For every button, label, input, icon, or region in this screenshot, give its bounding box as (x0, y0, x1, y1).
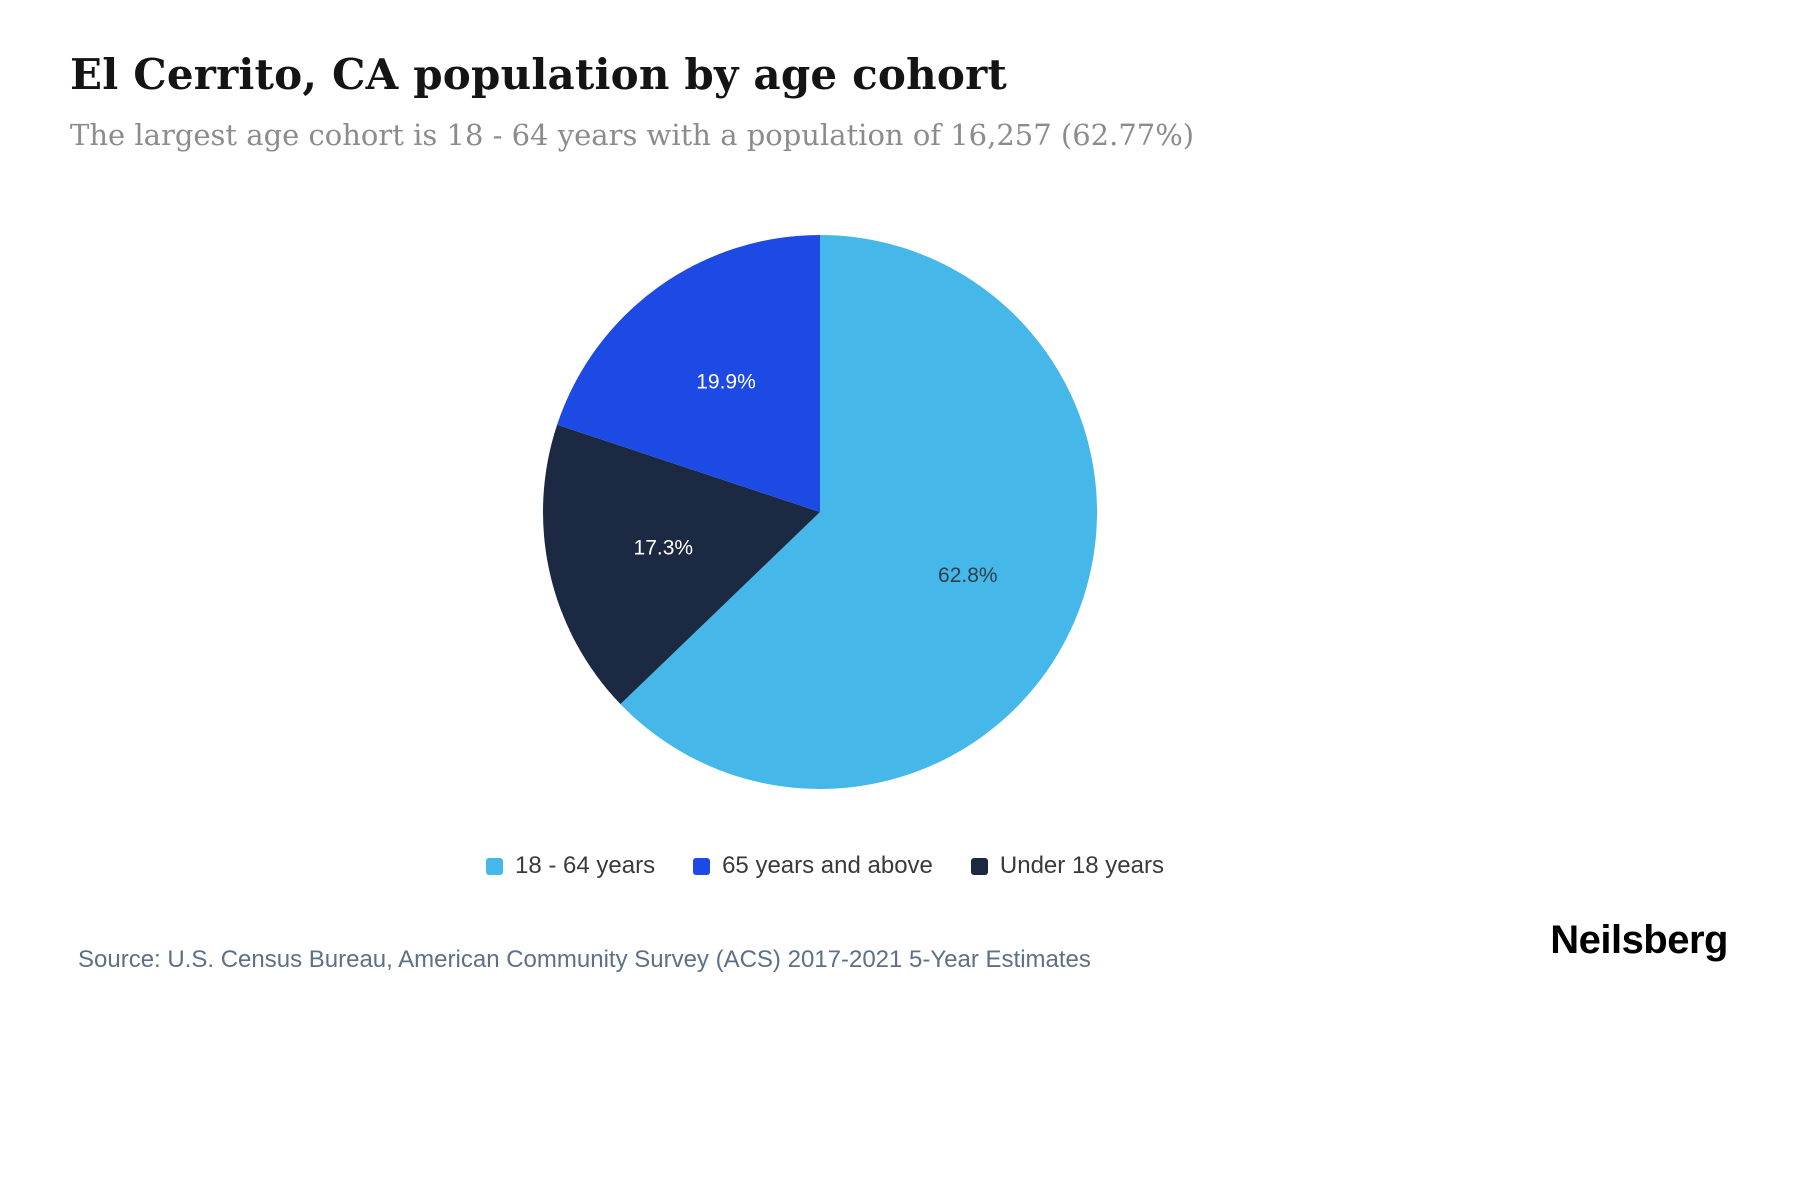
pie-chart: 62.8% 17.3% 19.9% (540, 232, 1100, 792)
pie-slice-1[interactable] (542, 424, 820, 705)
pie-slice-0[interactable] (620, 235, 1097, 789)
legend-label: 65 years and above (722, 852, 933, 879)
source-note: Source: U.S. Census Bureau, American Com… (78, 946, 1091, 973)
legend-item-2[interactable]: Under 18 years (970, 852, 1164, 880)
pie-slice-label-2: 19.9% (696, 371, 756, 394)
legend-swatch-icon (486, 857, 503, 875)
legend-label: Under 18 years (999, 852, 1164, 879)
pie-svg: 62.8% 17.3% 19.9% (542, 235, 1097, 789)
legend-item-1[interactable]: 65 years and above (693, 852, 933, 880)
pie-slice-2[interactable] (557, 235, 820, 512)
pie-slice-label-1: 17.3% (634, 537, 694, 560)
legend: 18 - 64 years 65 years and above Under 18 … (0, 852, 1650, 880)
pie-slice-label-0: 62.8% (938, 564, 998, 587)
legend-label: 18 - 64 years (515, 852, 656, 879)
legend-swatch-icon (693, 857, 711, 875)
legend-swatch-icon (970, 857, 988, 875)
legend-item-0[interactable]: 18 - 64 years (486, 852, 655, 880)
brand-logo: Neilsberg (1550, 918, 1728, 962)
chart-subtitle: The largest age cohort is 18 - 64 years … (70, 118, 1195, 152)
chart-title: El Cerrito, CA population by age cohort (70, 50, 1008, 99)
